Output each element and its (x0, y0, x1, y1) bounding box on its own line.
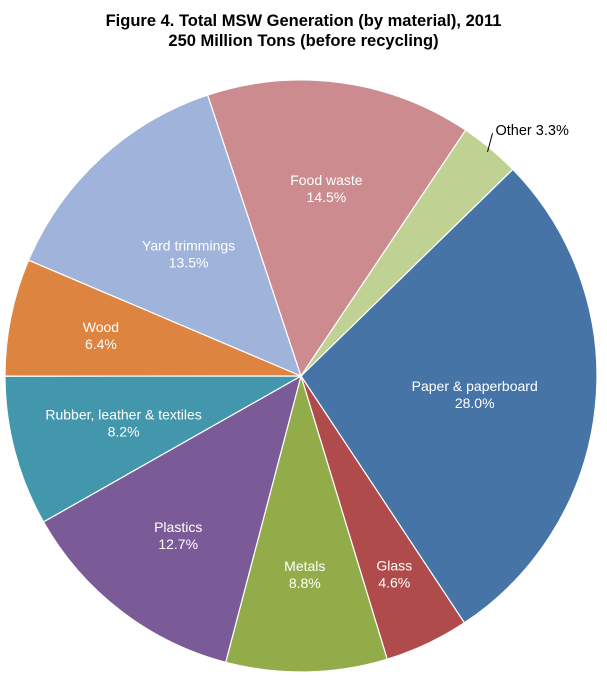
other-leader-line (487, 132, 493, 153)
slice-label-food-waste: Food waste 14.5% (290, 172, 363, 205)
pie-slice-rubber-leather-textiles (4, 375, 304, 523)
pie-slice-food-waste (206, 79, 467, 378)
slice-label-yard-trimmings: Yard trimmings 13.5% (142, 238, 235, 271)
slice-label-wood: Wood 6.4% (83, 319, 119, 352)
slice-label-glass: Glass 4.6% (376, 558, 412, 591)
pie-slice-metals (224, 373, 388, 673)
slice-label-paper-paperboard: Paper & paperboard 28.0% (412, 378, 538, 411)
pie-slice-wood (4, 259, 302, 377)
slice-label-plastics: Plastics 12.7% (154, 519, 202, 552)
chart-title-line2: 250 Million Tons (before recycling) (168, 32, 439, 50)
pie-slice-paper-paperboard (300, 168, 598, 624)
pie-slice-yard-trimmings (27, 94, 302, 378)
pie-slice-plastics (42, 374, 302, 664)
pie-slice-other (300, 129, 514, 377)
chart-title-line1: Figure 4. Total MSW Generation (by mater… (105, 12, 502, 30)
slice-label-other: Other 3.3% (496, 123, 569, 139)
slice-label-metals: Metals 8.8% (284, 558, 325, 591)
chart-title: Figure 4. Total MSW Generation (by mater… (0, 11, 607, 51)
slice-label-rubber-leather-textiles: Rubber, leather & textiles 8.2% (45, 406, 201, 439)
